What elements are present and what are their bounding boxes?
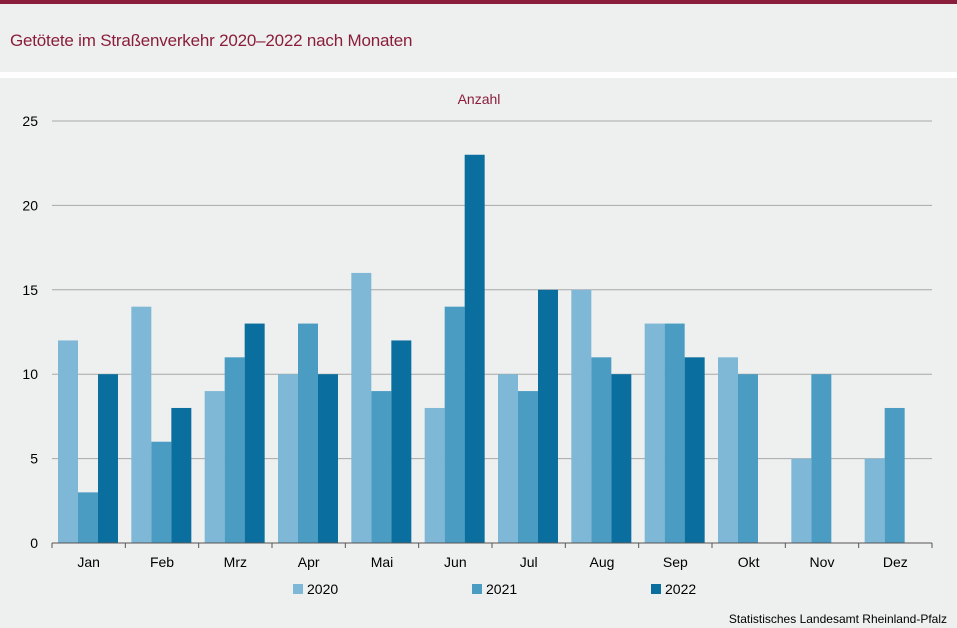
y-tick-label: 10 (22, 366, 38, 382)
bars (58, 154, 905, 543)
gridlines (52, 120, 932, 460)
top-accent-bar (0, 0, 957, 4)
bar-2020-feb (131, 306, 152, 543)
bar-2022-sep (684, 357, 705, 543)
bar-2022-mai (391, 340, 412, 543)
bar-2022-jan (98, 374, 118, 543)
x-tick-label: Aug (590, 554, 615, 570)
bar-2021-nov (811, 374, 832, 543)
legend-label-2021: 2021 (486, 581, 517, 597)
bar-2020-sep (644, 323, 665, 543)
bar-2020-mai (351, 272, 372, 543)
legend-label-2020: 2020 (307, 581, 338, 597)
bar-2020-jul (498, 374, 518, 543)
legend-swatch-2022 (651, 584, 661, 594)
legend-swatch-2020 (293, 584, 303, 594)
x-tick-label: Jul (520, 554, 538, 570)
bar-2022-aug (611, 374, 632, 543)
y-tick-label: 25 (22, 113, 38, 129)
bar-2020-okt (718, 357, 738, 543)
bar-2020-nov (791, 458, 812, 543)
bar-2020-aug (571, 289, 592, 543)
bar-2021-feb (151, 441, 172, 543)
bar-2020-jun (424, 407, 445, 543)
bar-2022-feb (171, 407, 192, 543)
bar-2022-apr (318, 374, 338, 543)
x-tick-label: Jun (444, 554, 467, 570)
bar-2021-sep (664, 323, 685, 543)
bar-2022-mrz (244, 323, 265, 543)
x-tick-label: Feb (150, 554, 174, 570)
bar-2021-apr (298, 323, 318, 543)
bar-2021-mrz (224, 357, 245, 543)
bar-2020-jan (58, 340, 78, 543)
legend-label-2022: 2022 (665, 581, 696, 597)
x-tick-label: Jan (77, 554, 100, 570)
y-tick-label: 5 (30, 451, 38, 467)
legend-swatch-2021 (472, 584, 482, 594)
bar-2020-mrz (204, 391, 225, 543)
source-text: Statistisches Landesamt Rheinland-Pfalz (729, 612, 947, 626)
unit-label: Anzahl (458, 91, 501, 107)
x-tick-label: Nov (810, 554, 835, 570)
x-tick-label: Mrz (224, 554, 247, 570)
bar-2021-jan (78, 492, 98, 543)
bar-2020-dez (864, 458, 885, 543)
x-tick-label: Apr (298, 554, 320, 570)
bar-2021-jun (444, 306, 465, 543)
bar-2021-dez (884, 407, 905, 543)
chart-title: Getötete im Straßenverkehr 2020–2022 nac… (10, 31, 413, 50)
x-tick-label: Dez (883, 554, 908, 570)
y-tick-label: 0 (30, 535, 38, 551)
header: Getötete im Straßenverkehr 2020–2022 nac… (0, 4, 957, 72)
bar-2022-jul (538, 289, 558, 543)
x-tick-label: Sep (663, 554, 688, 570)
bar-2020-apr (278, 374, 298, 543)
bar-2021-mai (371, 391, 392, 543)
axes: 0 5 10 15 20 25 Jan Feb Mrz Apr Mai Jun Jul Aug Sep Okt… (22, 113, 933, 570)
y-tick-label: 15 (22, 282, 38, 298)
bar-2021-okt (738, 374, 758, 543)
x-tick-label: Okt (738, 554, 760, 570)
y-tick-label: 20 (22, 197, 38, 213)
legend: 2020 2021 2022 (293, 581, 696, 597)
bar-2022-jun (464, 154, 485, 543)
x-tick-label: Mai (371, 554, 394, 570)
bar-2021-aug (591, 357, 612, 543)
bar-2021-jul (518, 391, 538, 543)
